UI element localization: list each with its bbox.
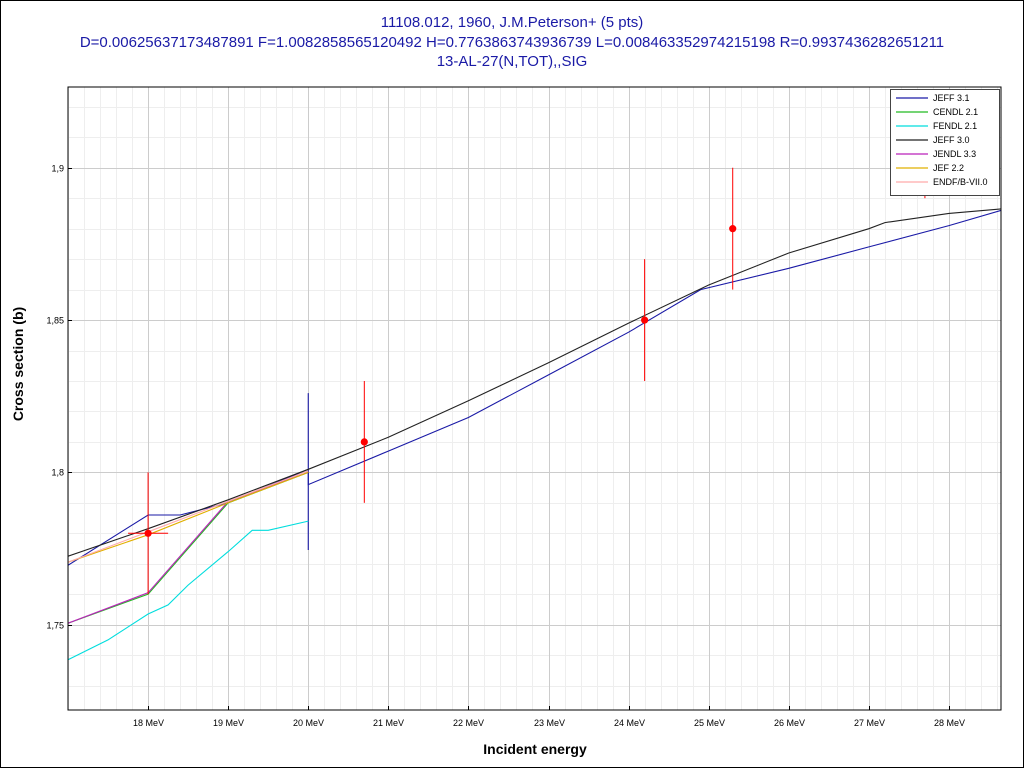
y-tick-label: 1,75 <box>46 621 64 631</box>
x-tick-label: 19 MeV <box>213 718 244 728</box>
legend-label-6: JEF 2.2 <box>933 163 964 173</box>
data-point-2 <box>360 438 368 446</box>
data-point-1 <box>144 529 152 537</box>
x-tick-label: 23 MeV <box>534 718 565 728</box>
x-tick-label: 20 MeV <box>293 718 324 728</box>
data-point-3 <box>641 316 649 324</box>
legend-label-3: FENDL 2.1 <box>933 121 977 131</box>
series-line-6 <box>68 471 309 563</box>
axis-ticks: 18 MeV 19 MeV 20 MeV 21 MeV 22 MeV 23 MeV 24 M… <box>46 164 965 729</box>
x-tick-label: 22 MeV <box>453 718 484 728</box>
series-layer <box>68 208 1001 661</box>
chart-title-line-2: D=0.00625637173487891 F=1.00828585651204… <box>79 34 945 51</box>
legend: JEFF 3.1 CENDL 2.1 FENDL 2.1 JEFF 3.0 JENDL … <box>890 89 1000 196</box>
series-line-7 <box>68 470 309 563</box>
legend-label-4: JEFF 3.0 <box>933 135 970 145</box>
x-tick-label: 24 MeV <box>614 718 645 728</box>
y-tick-label: 1,9 <box>51 164 64 174</box>
y-tick-label: 1,85 <box>46 316 64 326</box>
legend-box <box>890 89 1000 196</box>
chart-title-line-1: 11108.012, 1960, J.M.Peterson+ (5 pts) <box>380 14 644 31</box>
data-point-4 <box>729 225 737 233</box>
legend-label-7: ENDF/B-VII.0 <box>933 177 988 187</box>
x-tick-label: 28 MeV <box>934 718 965 728</box>
y-axis-label: Cross section (b) <box>10 306 26 422</box>
x-tick-label: 25 MeV <box>694 718 725 728</box>
series-line-4 <box>68 208 1001 557</box>
series-line-5 <box>68 471 309 624</box>
chart-title-line-3: 13-AL-27(N,TOT),,SIG <box>436 53 588 70</box>
x-tick-label: 27 MeV <box>854 718 885 728</box>
x-axis-label: Incident energy <box>483 741 587 757</box>
legend-label-1: JEFF 3.1 <box>933 93 970 103</box>
x-tick-label: 26 MeV <box>774 718 805 728</box>
x-tick-label: 18 MeV <box>133 718 164 728</box>
legend-label-5: JENDL 3.3 <box>933 149 976 159</box>
y-tick-label: 1,8 <box>51 468 64 478</box>
x-tick-label: 21 MeV <box>373 718 404 728</box>
series-line-3 <box>68 520 309 661</box>
legend-label-2: CENDL 2.1 <box>933 107 978 117</box>
minor-grid <box>68 87 1001 710</box>
